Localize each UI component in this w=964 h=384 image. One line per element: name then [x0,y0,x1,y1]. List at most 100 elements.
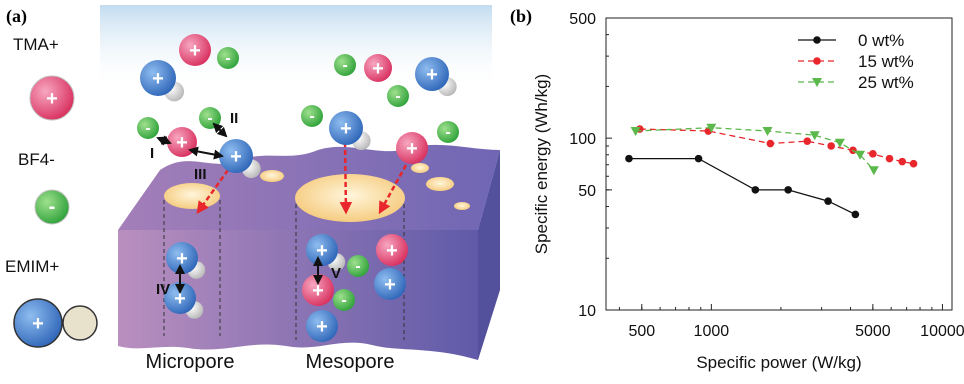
emim-ion: + [219,139,261,179]
ions-layer: + -+--++- +-+-++-+++ +-+ +-+ [137,34,459,342]
bf4-charge: - [49,196,56,218]
diffusion-arrow [196,169,230,215]
series-25-wt-point [809,131,820,141]
ion-legend: TMA+ + BF4- - EMIM+ + [5,35,98,348]
ion-label-tma: TMA+ [13,35,59,54]
mesopore-opening [295,174,405,222]
series-0-wt-point [694,154,703,163]
data-series [625,123,918,219]
panel-a-schematic: (a) TMA+ + BF4- - EMIM+ [5,5,500,373]
series-25-wt-point [855,150,866,160]
panel-b-chart: (b) 500 1000 5000 10000 10 50 100 500 0 wt% 15 w… [510,6,964,372]
interaction-label-iii: III [194,166,207,183]
svg-text:+: + [152,68,164,90]
legend-label: 25 wt% [858,73,914,92]
series-0-wt-point [625,154,633,163]
emim-ion: + [166,242,206,279]
bf4-ion: - [437,121,459,143]
legend-label: 15 wt% [858,52,914,71]
small-pore [260,170,284,182]
svg-text:+: + [426,64,438,86]
tma-ion: + [167,127,197,157]
interaction-label-v: V [331,265,341,282]
series-25-wt-point [706,123,717,133]
series-0-wt-line [629,157,856,215]
svg-text:-: - [309,108,314,125]
micropore-label: Micropore [146,351,235,373]
svg-text:+: + [316,316,328,338]
svg-text:-: - [145,120,150,137]
svg-text:+: + [176,248,188,270]
y-tick-label: 10 [578,303,596,320]
y-tick-label: 100 [569,131,596,148]
series-15-wt-point [766,139,775,148]
series-25-wt-point [868,166,879,176]
interaction-arrow-i [188,146,224,160]
series-15-wt-point [898,157,907,166]
svg-text:-: - [207,110,212,127]
svg-text:+: + [312,280,324,302]
panel-b-label: (b) [510,6,532,27]
x-tick-label: 5000 [855,323,891,340]
series-25-wt-point [762,127,773,137]
interaction-label-i: I [150,145,154,162]
bf4-ion: - [199,107,221,129]
mesopore-label: Mesopore [306,351,395,373]
emim-tail-icon [62,305,98,341]
axis-ticks: 500 1000 5000 10000 10 50 100 500 [569,11,964,340]
tma-ion: + [396,132,428,164]
series-25-wt-point [834,138,845,148]
series-25-wt-point [630,127,641,137]
emim-ion: + [415,57,457,97]
emim-ion: + [306,310,338,342]
legend-marker [812,78,822,87]
svg-text:-: - [355,258,360,275]
svg-text:+: + [189,40,201,62]
legend-marker [813,57,821,65]
diffusion-arrow [378,164,408,215]
tma-ion: + [302,274,334,306]
series-15-wt-point [827,142,835,150]
svg-text:+: + [340,118,352,140]
series-0-wt-point [784,186,792,194]
svg-text:+: + [406,138,418,160]
series-15-wt-point [869,150,877,158]
small-pore [411,163,429,173]
emim-ion: + [140,60,185,102]
series-0-wt-point [851,210,860,219]
tma-charge: + [46,88,58,110]
series-0-wt-point [751,186,760,194]
ion-label-emim: EMIM+ [5,257,59,276]
svg-text:+: + [384,274,396,296]
x-tick-label: 500 [628,323,655,340]
interaction-arrow-i-b [156,135,172,146]
svg-text:+: + [230,146,242,168]
series-15-wt-line [639,128,914,165]
svg-text:-: - [445,124,450,141]
series-15-wt-point [803,137,812,145]
ion-label-bf4: BF4- [18,150,55,169]
bf4-ion: - [347,255,369,277]
emim-ion: + [374,268,406,300]
small-pore [454,202,470,210]
chart-legend: 0 wt% 15 wt% 25 wt% [798,31,914,92]
interaction-label-iv: IV [156,281,170,298]
interaction-arrow-ii [212,122,228,138]
tma-ion-icon [29,75,75,121]
series-0-wt [625,154,860,219]
emim-ion-icon [13,298,63,348]
x-tick-label: 1000 [694,323,730,340]
bf4-ion: - [334,54,356,76]
series-25-wt-line [635,127,875,171]
plot-frame [605,17,953,311]
emim-charge: + [32,313,44,335]
bf4-ion: - [301,105,323,127]
x-axis-title: Specific power (W/kg) [696,353,861,372]
tma-ion: + [179,34,211,66]
panel-a-label: (a) [6,6,27,27]
svg-text:+: + [174,288,186,310]
small-pore [426,177,454,191]
series-15-wt-point [885,154,894,163]
